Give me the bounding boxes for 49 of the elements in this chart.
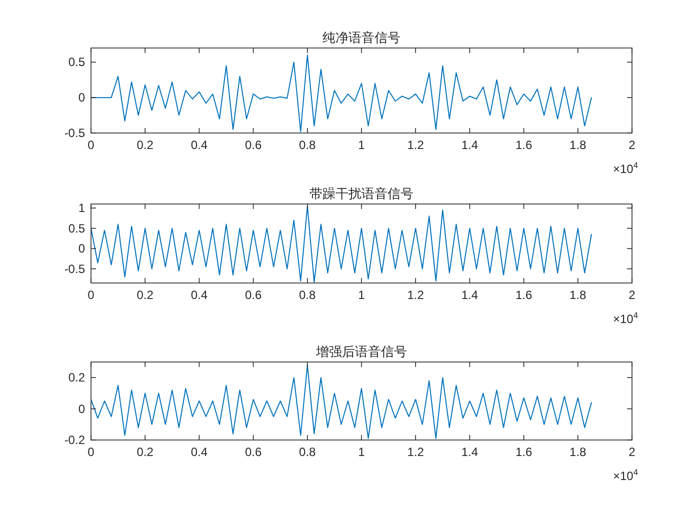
x-tick-label: 0.4	[190, 445, 208, 459]
x-tick-label: 0.6	[244, 445, 262, 459]
x-tick-label: 1.2	[407, 138, 424, 152]
text: ×10$^{4}$	[612, 310, 638, 326]
x-tick-label: 1.8	[570, 445, 587, 459]
x-tick-label: 2	[628, 288, 636, 302]
y-tick-label: 0.5	[68, 221, 86, 236]
x-tick-label: 0.6	[244, 138, 262, 152]
text: ×10$^{4}$	[612, 467, 638, 483]
x-tick-label: 0.8	[299, 138, 316, 152]
y-tick-label: 0	[78, 402, 86, 416]
y-tick-label: 1	[78, 201, 86, 216]
y-tick-label: -0.5	[64, 262, 86, 276]
x-tick-label: 0.8	[299, 288, 316, 302]
x-tick-label: 0.6	[244, 288, 262, 302]
x-tick-label: 0.2	[136, 288, 154, 302]
x-tick-label: 1.8	[570, 288, 587, 302]
x-tick-label: 2	[628, 138, 636, 152]
x-tick-label: 2	[628, 445, 636, 459]
x-tick-label: 0	[88, 445, 95, 459]
x-tick-label: 1.8	[570, 138, 587, 152]
x-tick-label: 1	[358, 445, 366, 459]
x-tick-label: 1	[358, 288, 366, 302]
x-tick-label: 1.2	[407, 445, 424, 459]
y-tick-label: 0	[78, 242, 86, 256]
x-tick-label: 0	[88, 288, 95, 302]
y-tick-label: 0	[78, 90, 86, 105]
text: ×10$^{4}$	[612, 160, 638, 176]
x-tick-label: 0.4	[190, 138, 208, 152]
y-tick-label: -0.5	[64, 126, 86, 140]
y-tick-label: 0.2	[68, 370, 86, 385]
x-tick-label: 0.2	[136, 445, 154, 459]
x-tick-label: 1.6	[515, 445, 532, 459]
x-tick-label: 1.4	[461, 138, 478, 152]
x-tick-label: 0.2	[136, 138, 154, 152]
x-tick-label: 1.2	[407, 288, 424, 302]
y-tick-label: -0.2	[64, 433, 86, 447]
chart-title: 带躁干扰语音信号	[310, 186, 414, 201]
x-tick-label: 1	[358, 138, 366, 152]
x-tick-label: 1.6	[515, 138, 532, 152]
x-tick-label: 0.4	[190, 288, 208, 302]
x-tick-label: 0	[88, 138, 95, 152]
x-tick-label: 1.6	[515, 288, 532, 302]
chart-title: 纯净语音信号	[322, 30, 400, 45]
y-tick-label: 0.5	[68, 55, 86, 70]
x-tick-label: 1.4	[461, 445, 478, 459]
x-tick-label: 0.8	[299, 445, 316, 459]
x-tick-label: 1.4	[461, 288, 478, 302]
chart-title: 增强后语音信号	[315, 344, 407, 359]
